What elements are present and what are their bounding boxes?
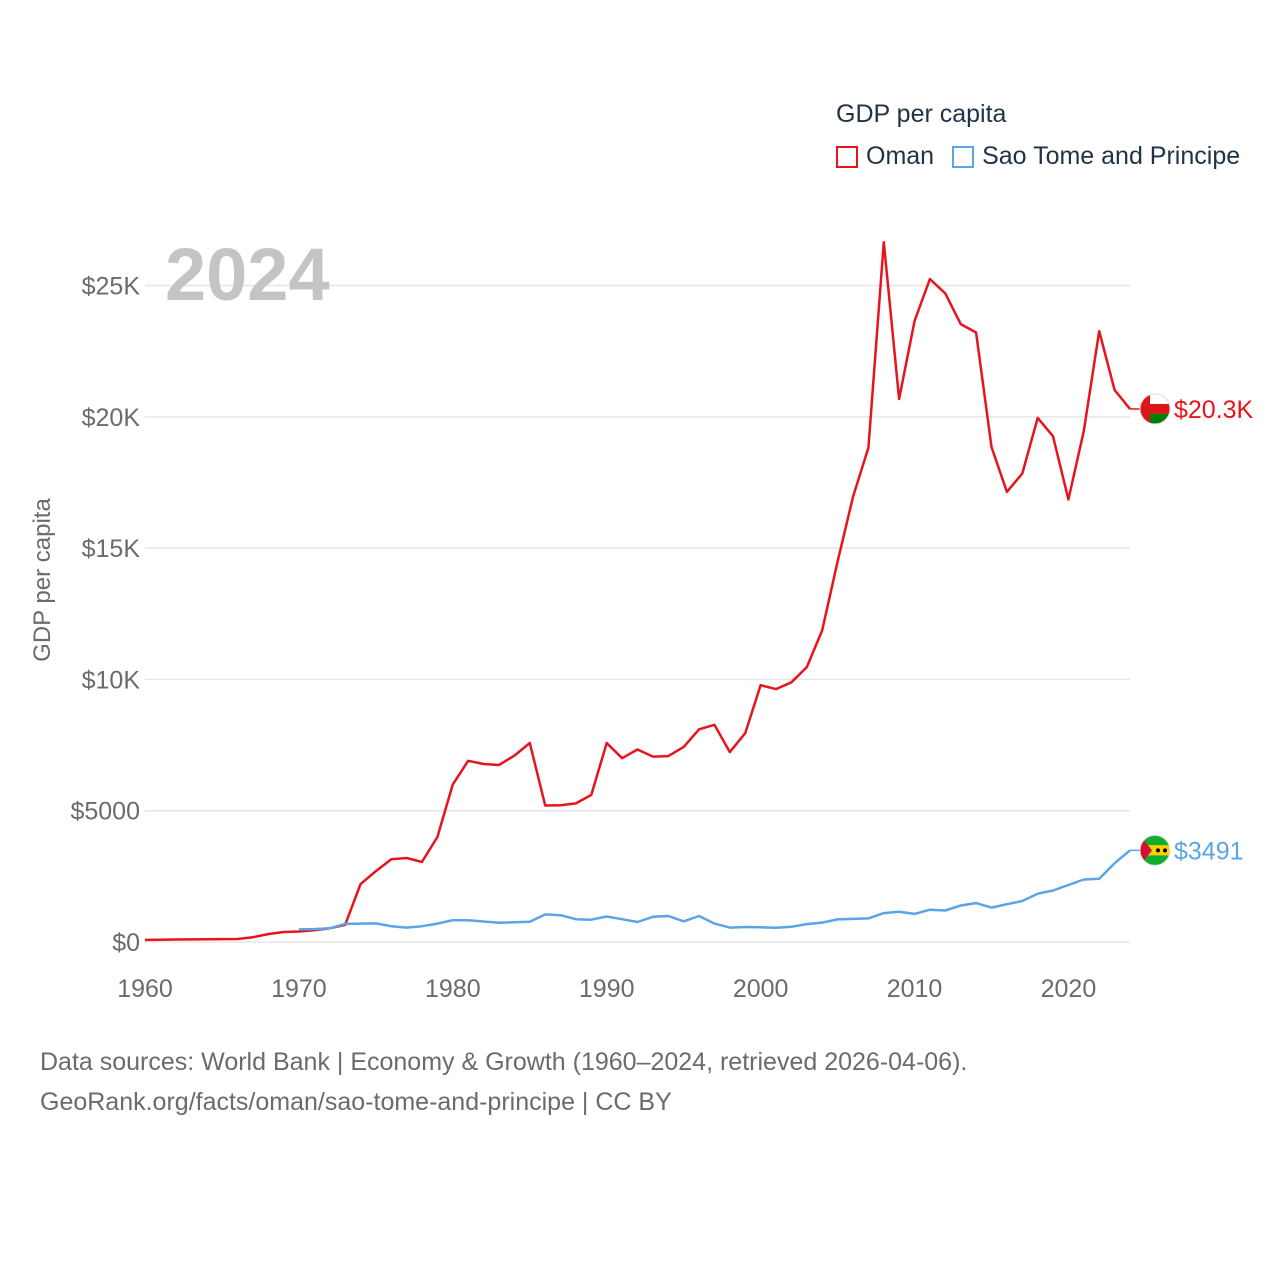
y-tick-label: $15K — [82, 535, 141, 563]
sao-tome-flag-icon — [1139, 834, 1171, 866]
legend-swatch-sao-tome — [952, 145, 975, 168]
y-tick-label: $20K — [82, 404, 141, 432]
y-axis-ticks: $0 $5000 $10K $15K $20K $25K — [70, 273, 140, 957]
legend-item-oman[interactable]: Oman — [836, 142, 934, 171]
series-line-sao-tome — [298, 849, 1131, 931]
y-axis-label: GDP per capita — [29, 498, 56, 662]
y-tick-label: $5000 — [70, 798, 140, 826]
legend-item-sao-tome[interactable]: Sao Tome and Principe — [952, 142, 1240, 171]
year-label: 2024 — [165, 233, 330, 316]
x-tick-label: 1990 — [579, 975, 635, 1003]
end-value-label-oman: $20.3K — [1174, 396, 1254, 424]
x-tick-label: 2010 — [887, 975, 943, 1003]
x-tick-label: 2000 — [733, 975, 789, 1003]
source-link[interactable]: GeoRank.org/facts/oman/sao-tome-and-prin… — [40, 1088, 672, 1116]
y-tick-label: $25K — [82, 273, 141, 301]
legend-label-sao-tome: Sao Tome and Principe — [982, 142, 1241, 170]
series-lines — [144, 240, 1131, 942]
data-source-text: Data sources: World Bank | Economy & Gro… — [40, 1048, 968, 1076]
legend-title: GDP per capita — [836, 100, 1007, 128]
legend: Oman Sao Tome and Principe — [836, 142, 1258, 171]
end-value-label-sao-tome: $3491 — [1174, 837, 1244, 865]
x-tick-label: 1960 — [117, 975, 173, 1003]
x-tick-label: 1970 — [271, 975, 327, 1003]
x-axis-ticks: 1960 1970 1980 1990 2000 2010 2020 — [117, 975, 1096, 1003]
series-line-oman — [144, 240, 1131, 942]
legend-swatch-oman — [836, 145, 858, 168]
oman-flag-icon — [1139, 393, 1171, 425]
gridlines — [145, 284, 1130, 943]
end-markers: $20.3K $3491 — [1130, 393, 1254, 866]
x-tick-label: 2020 — [1041, 975, 1097, 1003]
y-tick-label: $10K — [82, 666, 141, 694]
x-tick-label: 1980 — [425, 975, 481, 1003]
legend-label-oman: Oman — [866, 142, 935, 170]
y-tick-label: $0 — [112, 929, 140, 957]
footer: Data sources: World Bank | Economy & Gro… — [40, 1042, 967, 1122]
